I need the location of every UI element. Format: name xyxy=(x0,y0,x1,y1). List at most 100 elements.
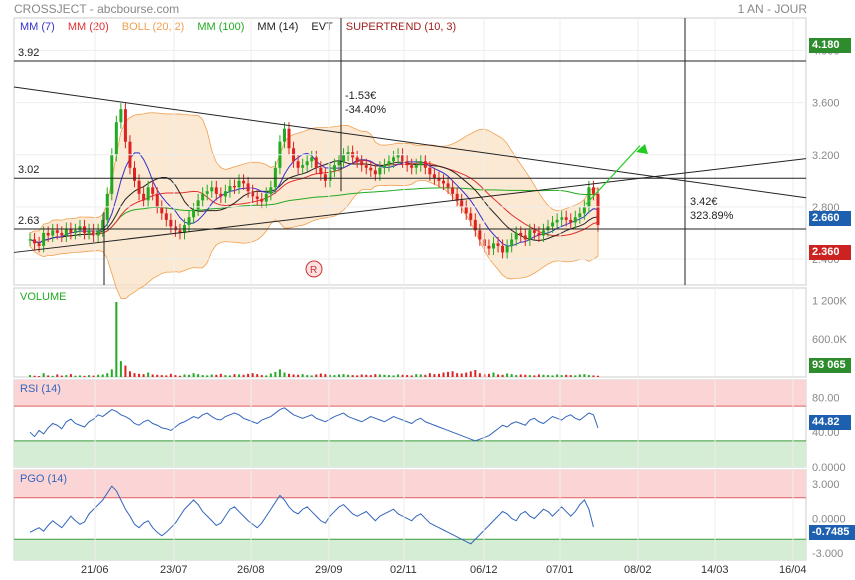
volume-bar xyxy=(110,369,113,377)
candle-body xyxy=(173,226,177,231)
candle-body xyxy=(164,213,168,220)
legend-mm100[interactable]: MM (100) xyxy=(197,21,245,33)
candle-body xyxy=(287,128,291,149)
candle-body xyxy=(591,187,595,194)
candle-body xyxy=(210,187,214,192)
volume-bar xyxy=(265,375,268,377)
legend-mm14[interactable]: MM (14) xyxy=(257,21,299,33)
volume-bar xyxy=(178,375,181,377)
candle-body xyxy=(519,232,523,236)
candle-body xyxy=(96,230,100,236)
volume-bar xyxy=(387,375,390,377)
candle-body xyxy=(51,230,55,236)
oversold-zone xyxy=(14,440,806,467)
volume-bar xyxy=(256,374,259,377)
candle-body xyxy=(401,154,405,162)
candle-body xyxy=(273,167,277,188)
legend-boll[interactable]: BOLL (20, 2) xyxy=(121,21,185,33)
osc-tick-label: 0.0000 xyxy=(812,513,846,525)
candle-body xyxy=(137,180,141,194)
candle-body xyxy=(205,191,209,194)
candle-body xyxy=(514,232,518,240)
candle-body xyxy=(587,187,591,207)
volume-bar xyxy=(92,375,95,377)
volume-bar xyxy=(537,374,540,377)
volume-bar xyxy=(147,372,150,377)
candle-body xyxy=(392,157,396,162)
candle-body xyxy=(573,217,577,223)
volume-title: VOLUME xyxy=(20,291,66,303)
candle-body xyxy=(437,178,441,181)
volume-bar xyxy=(378,374,381,377)
candle-body xyxy=(346,152,350,155)
candle-body xyxy=(201,193,205,201)
annotation-evt_pct: -34.40% xyxy=(345,104,386,116)
volume-bar xyxy=(283,372,286,377)
osc-line xyxy=(29,407,599,442)
volume-bar xyxy=(38,376,41,377)
candle-body xyxy=(242,180,246,184)
marker-circle xyxy=(305,260,323,278)
candle-body xyxy=(192,209,196,218)
candle-body xyxy=(78,226,82,231)
volume-bar xyxy=(138,373,141,377)
volume-bar xyxy=(78,375,81,377)
volume-bar xyxy=(351,375,354,377)
volume-bar xyxy=(474,370,477,377)
volume-bar xyxy=(228,375,231,377)
osc-line xyxy=(29,485,594,545)
volume-bar xyxy=(106,373,109,377)
candle-body xyxy=(560,217,564,220)
volume-bar xyxy=(133,373,136,377)
legend-mm7[interactable]: MM (7) xyxy=(20,21,55,33)
candle-body xyxy=(528,230,532,240)
bollinger-band xyxy=(29,112,599,299)
volume-bar xyxy=(56,374,59,377)
osc-tick-label: 3.000 xyxy=(812,479,840,491)
volume-bar xyxy=(365,374,368,377)
volume-bar xyxy=(569,375,572,377)
candle-body xyxy=(305,161,309,166)
candle-body xyxy=(432,174,436,179)
volume-bar xyxy=(469,371,472,377)
candle-body xyxy=(119,109,123,123)
x-tick-label: 07/01 xyxy=(546,564,574,576)
price-tick-label: 3.600 xyxy=(812,98,840,110)
candle-body xyxy=(178,230,182,233)
volume-bar xyxy=(319,373,322,377)
legend-supertrend[interactable]: SUPERTREND (10, 3) xyxy=(345,21,457,33)
legend-evt[interactable]: EVT xyxy=(311,21,333,33)
volume-bar xyxy=(556,374,559,377)
candle-body xyxy=(469,213,473,220)
volume-bar xyxy=(506,373,509,377)
volume-bar xyxy=(33,375,36,377)
volume-bar xyxy=(242,374,245,377)
candle-body xyxy=(323,174,327,181)
candle-body xyxy=(555,219,559,223)
volume-bar xyxy=(188,374,191,377)
price-tick-label: 3.200 xyxy=(812,150,840,162)
forecast-arrow-head xyxy=(636,144,648,154)
candle-body xyxy=(355,157,359,162)
annotation-evt_change: -1.53€ xyxy=(345,90,376,102)
volume-bar xyxy=(306,375,309,377)
candle-body xyxy=(251,191,255,197)
candle-body xyxy=(87,230,91,233)
volume-bar xyxy=(65,375,68,377)
forecast-arrow-line xyxy=(585,145,641,205)
volume-bar xyxy=(88,375,91,377)
osc-title: PGO (14) xyxy=(20,473,67,485)
volume-bar xyxy=(297,374,300,377)
mm7-line xyxy=(29,152,599,247)
candle-body xyxy=(505,245,509,253)
volume-bar xyxy=(224,375,227,377)
candle-body xyxy=(264,193,268,202)
volume-bar xyxy=(542,374,545,377)
candle-body xyxy=(151,187,155,194)
volume-bar xyxy=(497,374,500,377)
annotation-proj_change: 3.42€ xyxy=(690,196,718,208)
oversold-zone xyxy=(14,539,806,560)
legend-mm20[interactable]: MM (20) xyxy=(67,21,109,33)
